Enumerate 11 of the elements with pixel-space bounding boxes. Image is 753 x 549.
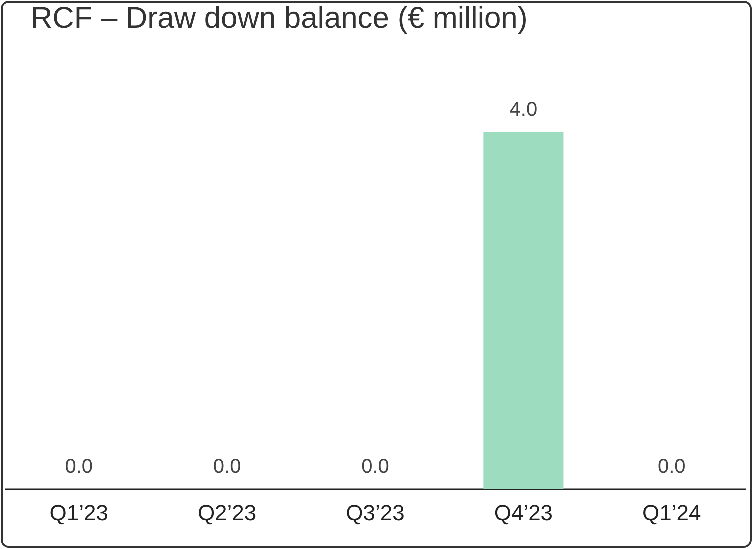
data-label: 0.0 <box>658 456 686 478</box>
x-tick-label: Q1’24 <box>642 500 702 526</box>
x-tick-label: Q3’23 <box>346 500 405 526</box>
data-label: 0.0 <box>65 456 94 478</box>
x-tick-label: Q2’23 <box>198 500 257 526</box>
data-label: 0.0 <box>362 456 390 478</box>
data-label: 4.0 <box>510 99 538 121</box>
x-tick-label: Q1’23 <box>50 500 108 526</box>
chart-title: RCF – Draw down balance (€ million) <box>31 2 528 35</box>
x-tick-label: Q4’23 <box>494 500 554 526</box>
data-label: 0.0 <box>213 456 242 478</box>
